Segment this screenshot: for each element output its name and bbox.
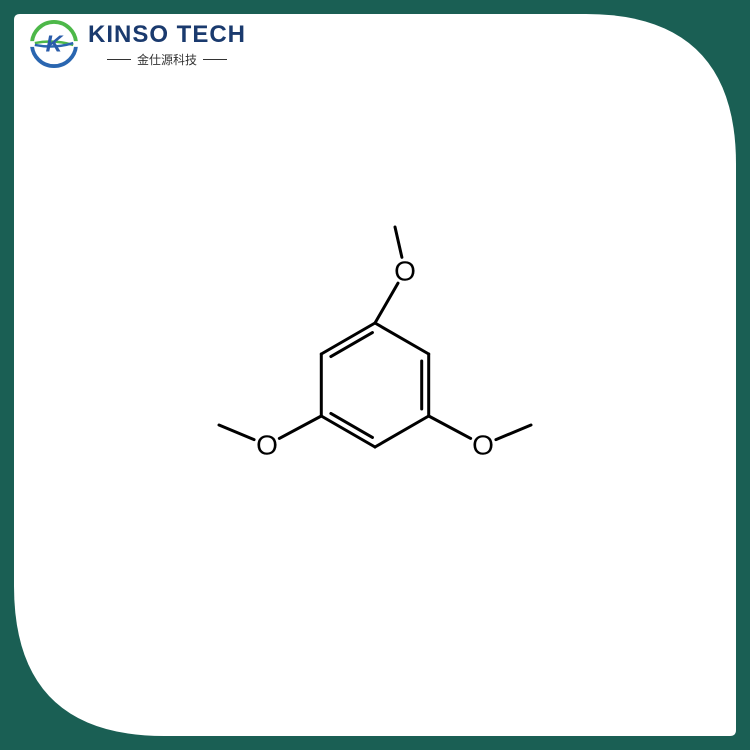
- logo-sub-line: 金仕源科技: [107, 51, 227, 68]
- company-logo: K KINSO TECH 金仕源科技: [30, 20, 246, 68]
- logo-text-block: KINSO TECH 金仕源科技: [88, 21, 246, 68]
- product-frame: K KINSO TECH 金仕源科技 O O O: [0, 0, 750, 750]
- svg-text:K: K: [46, 31, 65, 57]
- logo-dash-left: [107, 59, 131, 60]
- oxygen-atom-label: O: [394, 256, 416, 287]
- chemical-structure: O O O: [195, 215, 555, 555]
- oxygen-atom-label: O: [472, 430, 494, 461]
- logo-sub-text: 金仕源科技: [137, 51, 197, 68]
- logo-icon: K: [30, 20, 78, 68]
- structure-diagram: O O O: [195, 215, 555, 555]
- logo-main-text: KINSO TECH: [88, 21, 246, 49]
- oxygen-atom-label: O: [256, 430, 278, 461]
- logo-dash-right: [203, 59, 227, 60]
